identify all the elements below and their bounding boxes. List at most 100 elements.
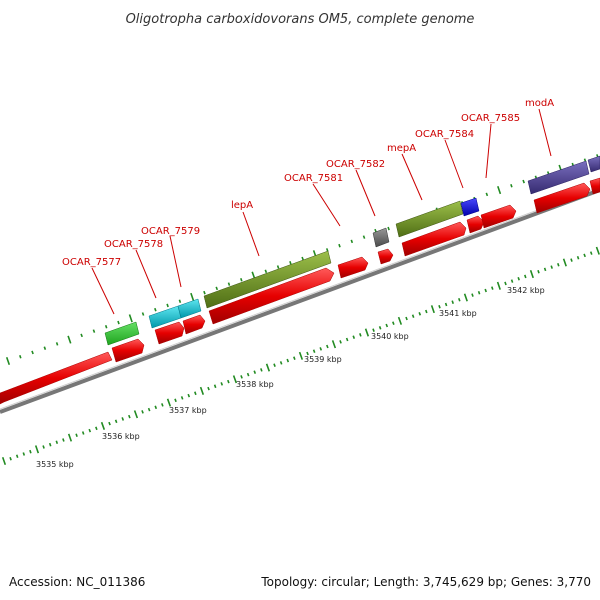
tick-mark <box>286 358 290 363</box>
kbp-labels: 3535 kbp 3536 kbp 3537 kbp 3538 kbp 3539… <box>36 286 545 469</box>
tick-mark <box>161 403 164 407</box>
gene-cds[interactable] <box>377 248 394 265</box>
tick-mark <box>114 419 118 424</box>
tick-mark <box>100 421 106 430</box>
tick-mark <box>418 312 422 316</box>
gene-cds[interactable] <box>208 267 335 325</box>
accession-label: Accession: NC_011386 <box>9 575 145 589</box>
tick-mark <box>438 305 441 309</box>
gene-label[interactable]: lepA <box>231 200 253 211</box>
tick-mark <box>178 299 182 303</box>
tick-mark <box>595 246 600 255</box>
tick-mark <box>496 281 501 290</box>
gene-label[interactable]: modA <box>525 98 554 109</box>
gene-label[interactable]: mepA <box>387 143 416 154</box>
tick-mark <box>246 372 250 377</box>
tick-mark <box>253 370 257 374</box>
gene-block-purple[interactable] <box>527 160 590 195</box>
tick-mark <box>570 258 573 262</box>
tick-mark <box>550 265 553 269</box>
gene-cds[interactable] <box>182 314 206 335</box>
gene-cds[interactable] <box>337 256 369 279</box>
tick-mark <box>264 269 268 274</box>
tick-mark <box>174 398 177 403</box>
tick-mark <box>276 265 280 269</box>
gene-block-purple[interactable] <box>587 155 600 173</box>
gene-block-gray[interactable] <box>372 227 390 248</box>
gene-block-blue[interactable] <box>460 197 480 217</box>
tick-mark <box>298 351 304 360</box>
kbp-label: 3537 kbp <box>169 406 207 415</box>
kbp-label: 3542 kbp <box>507 286 545 295</box>
tick-mark <box>141 312 145 316</box>
tick-mark <box>484 288 487 293</box>
gene-cds[interactable] <box>401 221 467 257</box>
tick-mark <box>537 270 540 274</box>
tick-mark <box>397 316 403 325</box>
tick-mark <box>121 417 125 421</box>
tick-mark <box>463 293 468 302</box>
gene-cds[interactable] <box>466 215 485 234</box>
tick-mark <box>425 309 428 314</box>
tick-mark <box>319 347 323 351</box>
tick-mark <box>15 454 19 459</box>
gene-cds[interactable] <box>480 204 517 229</box>
tick-mark <box>187 393 191 398</box>
kbp-label: 3541 kbp <box>439 309 477 318</box>
tick-mark <box>352 335 356 339</box>
gene-cds[interactable] <box>0 351 113 405</box>
cds-track-red <box>0 177 600 405</box>
tick-mark <box>372 328 375 332</box>
tick-mark <box>543 267 547 272</box>
tick-mark <box>55 440 59 445</box>
genome-summary: Topology: circular; Length: 3,745,629 bp… <box>260 575 591 589</box>
gene-label[interactable]: OCAR_7585 <box>461 113 520 124</box>
tick-mark <box>350 239 354 244</box>
tick-mark <box>331 340 337 349</box>
tick-mark <box>43 346 47 350</box>
tick-mark <box>128 314 133 323</box>
tick-mark <box>67 335 72 344</box>
tick-mark <box>364 328 370 337</box>
tick-mark <box>326 344 329 349</box>
tick-mark <box>55 342 59 346</box>
tick-mark <box>190 292 195 301</box>
tick-mark <box>378 326 382 330</box>
gene-label[interactable]: OCAR_7582 <box>326 159 385 170</box>
gene-cds[interactable] <box>589 177 600 195</box>
gene-cds[interactable] <box>154 321 185 345</box>
tick-mark <box>80 333 83 338</box>
tick-mark <box>31 350 34 355</box>
gene-cds[interactable] <box>533 182 591 214</box>
gene-label[interactable]: OCAR_7578 <box>104 239 163 250</box>
tick-mark <box>88 428 92 433</box>
gene-label[interactable]: OCAR_7577 <box>62 257 121 268</box>
tick-mark <box>557 263 560 267</box>
gene-label[interactable]: OCAR_7584 <box>415 129 474 140</box>
tick-mark <box>504 281 507 286</box>
tick-mark <box>104 325 108 329</box>
tick-mark <box>117 320 120 325</box>
tick-mark <box>260 368 263 372</box>
gene-label[interactable]: OCAR_7581 <box>284 173 343 184</box>
gene-block-olive[interactable] <box>203 250 332 309</box>
tick-mark <box>166 303 169 308</box>
tick-mark <box>29 449 32 454</box>
gene-label[interactable]: OCAR_7579 <box>141 226 200 237</box>
tick-mark <box>147 407 151 412</box>
kbp-label: 3535 kbp <box>36 460 74 469</box>
tick-mark <box>1 456 7 466</box>
gene-block-cyan[interactable] <box>177 298 202 319</box>
tick-mark <box>522 179 525 184</box>
tick-mark <box>387 226 390 231</box>
tick-mark <box>62 438 65 442</box>
tick-mark <box>75 433 78 438</box>
gene-block-green[interactable] <box>104 321 140 346</box>
gene-block-olive[interactable] <box>395 200 464 238</box>
tick-mark <box>227 282 231 286</box>
tick-mark <box>9 456 12 461</box>
tick-mark <box>301 256 304 261</box>
tick-mark <box>359 333 362 337</box>
gene-cds[interactable] <box>111 338 145 363</box>
tick-mark <box>180 396 184 400</box>
